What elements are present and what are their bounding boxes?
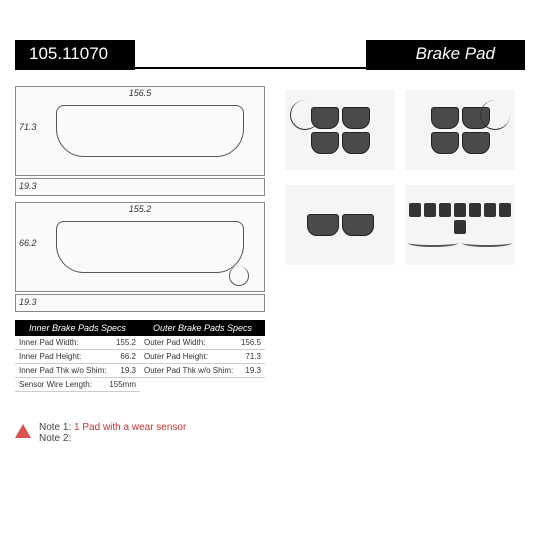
hardware-kit (405, 203, 515, 247)
inner-height-dim: 66.2 (19, 238, 37, 248)
header-spacer (135, 40, 366, 69)
outer-width-dim: 156.5 (129, 88, 152, 98)
note1-text: 1 Pad with a wear sensor (74, 422, 186, 433)
product-photo-2 (405, 90, 515, 170)
outer-height-dim: 71.3 (19, 122, 37, 132)
photos-column (285, 80, 515, 392)
outer-pad-shape (56, 105, 244, 157)
spec-row: Inner Pad Thk w/o Shim:19.3 (15, 364, 140, 378)
spec-row: Outer Pad Width:156.5 (140, 336, 265, 350)
inner-thk-dim: 19.3 (19, 297, 37, 307)
diagrams-column: 156.5 71.3 19.3 155.2 66.2 19.3 Inner Br… (15, 80, 275, 392)
inner-pad-shape (56, 221, 244, 273)
outer-specs-header: Outer Brake Pads Specs (140, 320, 265, 336)
wire-icon (480, 100, 510, 130)
product-photo-4 (405, 185, 515, 265)
content-area: 156.5 71.3 19.3 155.2 66.2 19.3 Inner Br… (15, 80, 525, 392)
sensor-wire-icon (229, 266, 249, 286)
spec-row: Sensor Wire Length:155mm (15, 378, 140, 392)
inner-side-profile: 19.3 (15, 294, 265, 312)
notes-text: Note 1: 1 Pad with a wear sensor Note 2: (39, 422, 186, 444)
wire-icon (290, 100, 320, 130)
inner-pad-diagram: 155.2 66.2 (15, 202, 265, 292)
category-label: Brake Pad (366, 40, 525, 70)
outer-pad-diagram: 156.5 71.3 (15, 86, 265, 176)
note1-label: Note 1: (39, 422, 71, 433)
inner-specs-col: Inner Brake Pads Specs Inner Pad Width:1… (15, 320, 140, 392)
outer-side-profile: 19.3 (15, 178, 265, 196)
outer-thk-dim: 19.3 (19, 181, 37, 191)
inner-width-dim: 155.2 (129, 204, 152, 214)
spec-row: Outer Pad Thk w/o Shim:19.3 (140, 364, 265, 378)
spec-row: Inner Pad Width:155.2 (15, 336, 140, 350)
product-photo-3 (285, 185, 395, 265)
specs-table: Inner Brake Pads Specs Inner Pad Width:1… (15, 320, 265, 392)
note2-label: Note 2: (39, 433, 71, 444)
inner-specs-header: Inner Brake Pads Specs (15, 320, 140, 336)
warning-icon (15, 424, 31, 438)
spec-row: Inner Pad Height:66.2 (15, 350, 140, 364)
part-number: 105.11070 (15, 40, 135, 70)
notes-section: Note 1: 1 Pad with a wear sensor Note 2: (15, 422, 525, 444)
product-photo-1 (285, 90, 395, 170)
outer-specs-col: Outer Brake Pads Specs Outer Pad Width:1… (140, 320, 265, 392)
spec-row: Outer Pad Height:71.3 (140, 350, 265, 364)
header-bar: 105.11070 Brake Pad (15, 40, 525, 70)
photo-grid (285, 90, 515, 265)
